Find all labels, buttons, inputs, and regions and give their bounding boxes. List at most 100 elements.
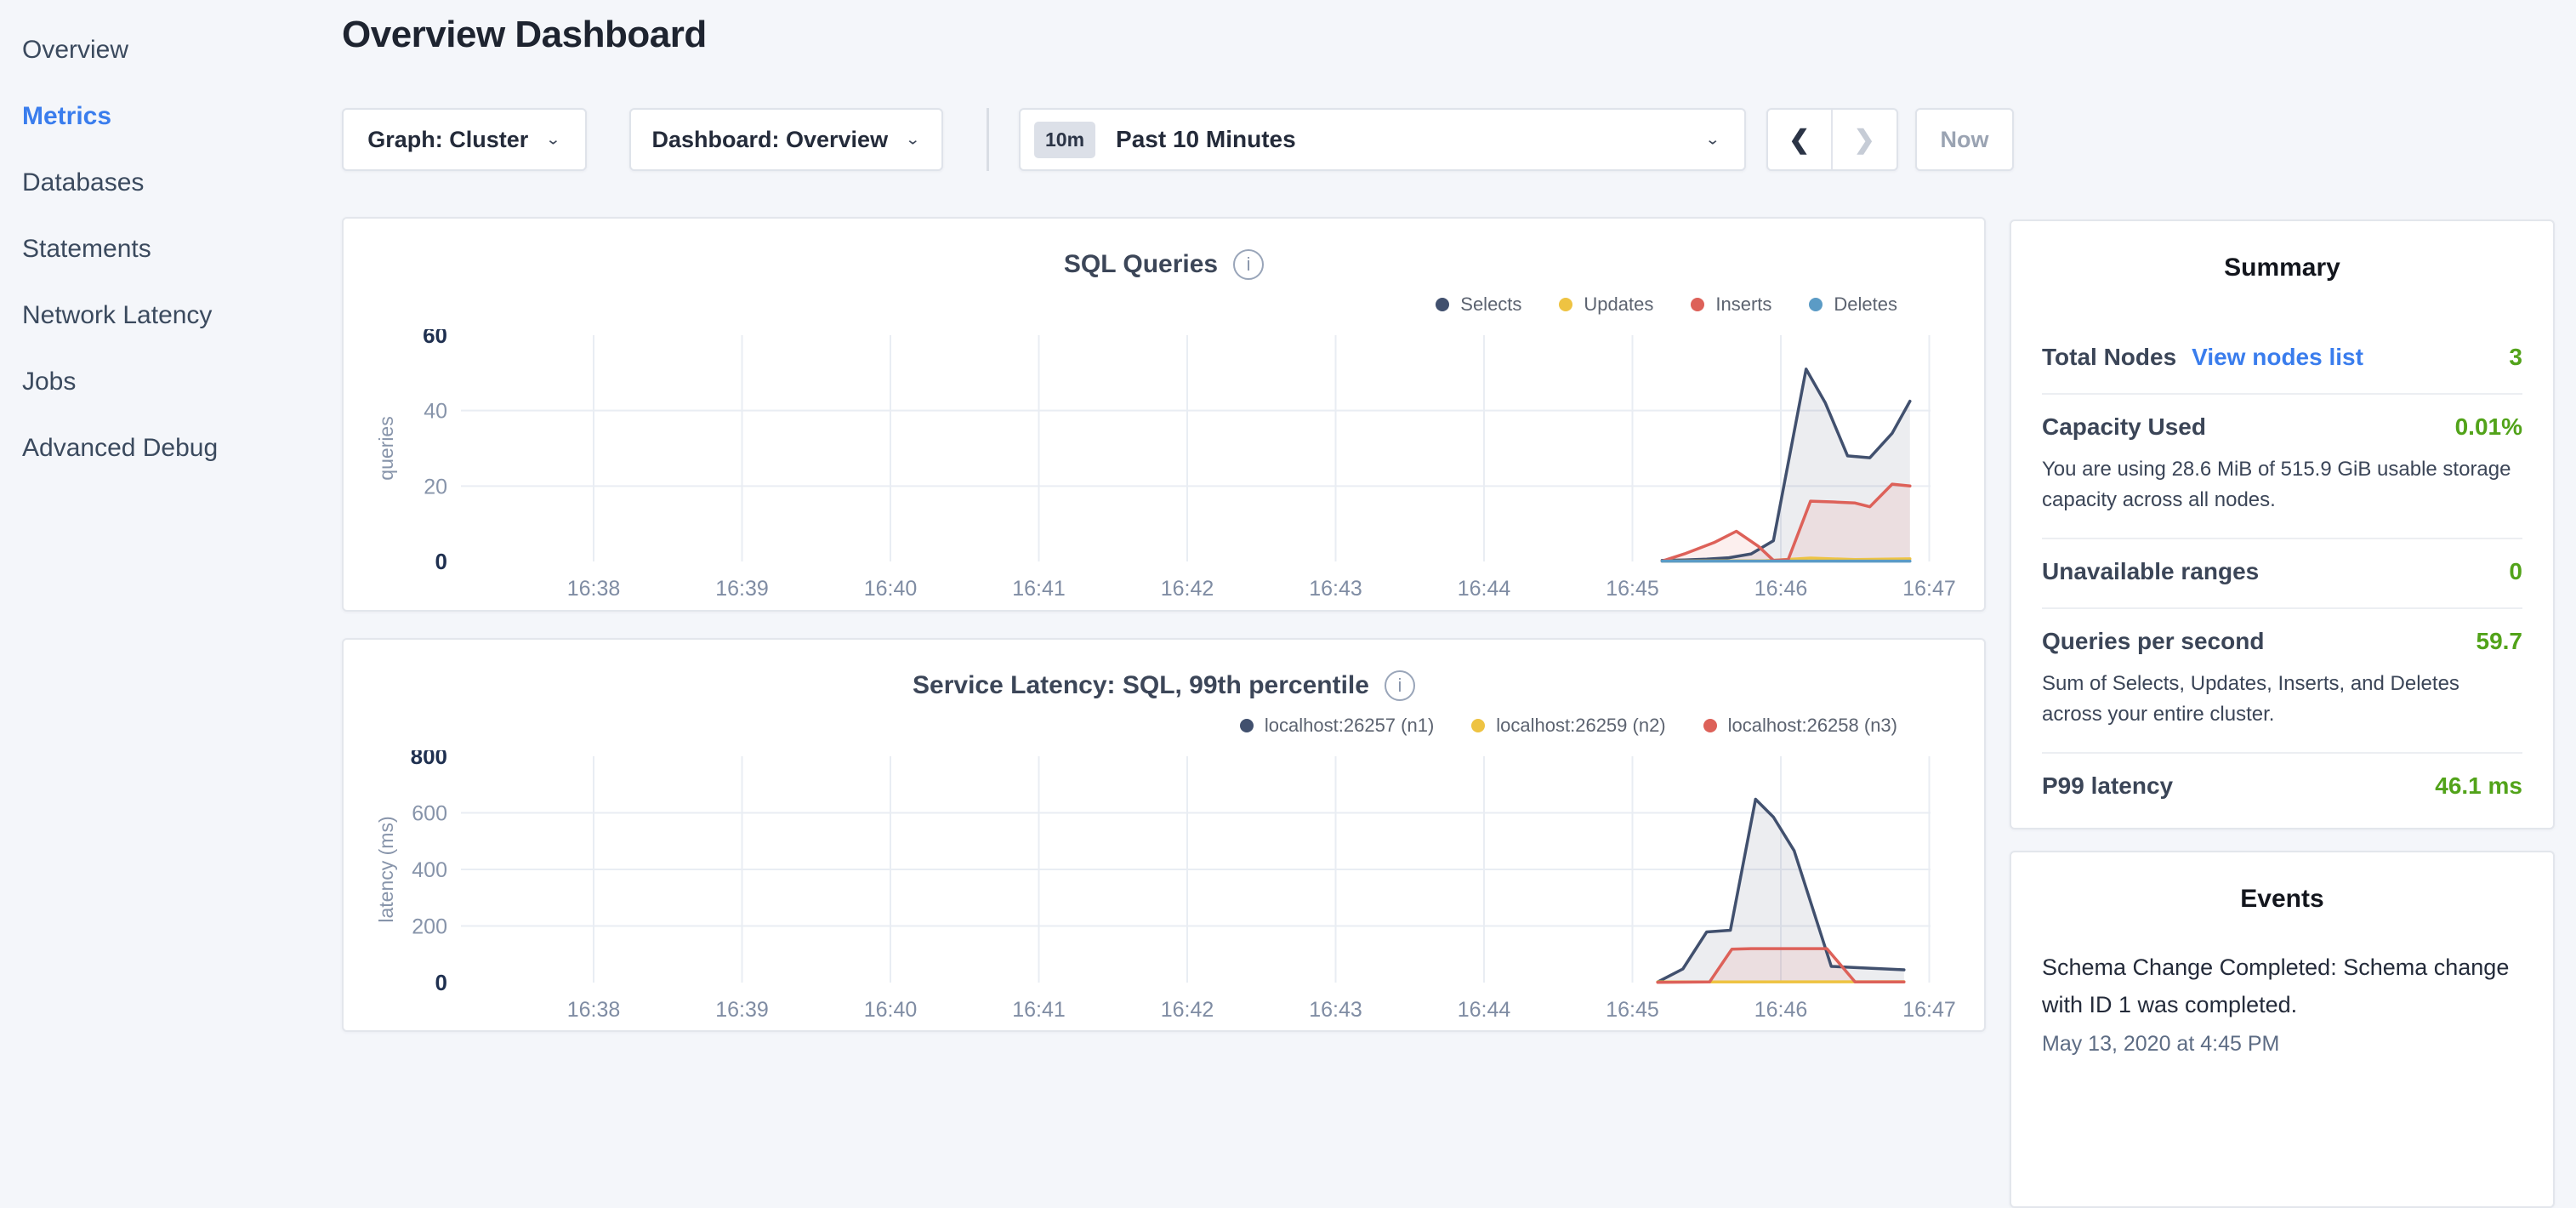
y-axis-tick: 20 [424,475,447,499]
sidebar-item-advanced-debug[interactable]: Advanced Debug [22,415,323,481]
legend-label: localhost:26258 (n3) [1728,715,1897,737]
x-axis-tick: 16:42 [1161,577,1214,601]
summary-row: Queries per second 59.7 Sum of Selects, Up… [2042,609,2522,754]
x-axis-tick: 16:39 [715,998,769,1022]
legend-dot-icon [1559,298,1572,311]
x-axis-tick: 16:45 [1606,577,1659,601]
prev-time-button[interactable]: ❮ [1768,110,1833,169]
summary-row-value: 46.1 ms [2435,772,2522,800]
legend-item[interactable]: localhost:26257 (n1) [1240,715,1434,737]
legend-label: localhost:26259 (n2) [1496,715,1665,737]
legend-item[interactable]: Selects [1436,293,1521,316]
now-button[interactable]: Now [1915,108,2014,171]
chevron-down-icon: ⌄ [545,131,560,149]
x-axis-tick: 16:46 [1754,577,1808,601]
legend-item[interactable]: Updates [1559,293,1653,316]
summary-row-label: Unavailable ranges [2042,558,2259,585]
legend-label: Selects [1460,293,1521,316]
graph-dropdown-label: Graph: Cluster [367,127,528,153]
summary-row: P99 latency 46.1 ms [2042,754,2522,822]
time-range-label: Past 10 Minutes [1116,126,1296,153]
legend-dot-icon [1436,298,1449,311]
view-nodes-list-link[interactable]: View nodes list [2192,344,2363,371]
legend-item[interactable]: localhost:26259 (n2) [1471,715,1665,737]
event-timestamp: May 13, 2020 at 4:45 PM [2042,1032,2522,1057]
event-item[interactable]: Schema Change Completed: Schema change w… [2042,949,2522,1057]
legend-dot-icon [1240,719,1254,732]
y-axis-tick: 800 [411,750,447,769]
legend-dot-icon [1471,719,1485,732]
next-time-button[interactable]: ❯ [1833,110,1897,169]
x-axis-tick: 16:40 [864,998,918,1022]
summary-row: Capacity Used 0.01% You are using 28.6 MiB… [2042,395,2522,539]
chart-title: Service Latency: SQL, 99th percentile [913,671,1369,700]
events-title: Events [2042,885,2522,914]
info-icon[interactable]: i [1233,249,1264,280]
legend-label: Inserts [1715,293,1771,316]
x-axis-tick: 16:47 [1902,998,1956,1022]
summary-row-label: P99 latency [2042,772,2173,800]
sidebar-item-metrics[interactable]: Metrics [22,83,323,150]
x-axis-tick: 16:44 [1458,998,1511,1022]
x-axis-tick: 16:43 [1309,998,1362,1022]
summary-row-label: Capacity Used [2042,413,2206,441]
x-axis-tick: 16:46 [1754,998,1808,1022]
y-axis-tick: 0 [435,549,447,574]
y-axis-tick: 40 [424,400,447,424]
x-axis-tick: 16:43 [1309,577,1362,601]
summary-row: Total Nodes View nodes list 3 [2042,325,2522,395]
summary-row-description: Sum of Selects, Updates, Inserts, and De… [2042,669,2522,730]
chart-legend: Selects Updates Inserts Deletes [1436,293,1897,316]
x-axis-tick: 16:39 [715,577,769,601]
page-title: Overview Dashboard [342,14,707,56]
x-axis-tick: 16:45 [1606,998,1659,1022]
sidebar-item-databases[interactable]: Databases [22,150,323,216]
events-panel: Events Schema Change Completed: Schema c… [2010,851,2555,1208]
legend-dot-icon [1809,298,1823,311]
y-axis-tick: 600 [412,802,447,826]
legend-label: Updates [1584,293,1653,316]
legend-item[interactable]: Deletes [1809,293,1897,316]
time-range-selector[interactable]: 10m Past 10 Minutes ⌄ [1019,108,1746,171]
summary-row-value: 0.01% [2455,413,2522,441]
x-axis-tick: 16:38 [567,998,621,1022]
x-axis-tick: 16:41 [1012,998,1066,1022]
info-icon[interactable]: i [1385,670,1415,701]
legend-label: localhost:26257 (n1) [1265,715,1434,737]
legend-dot-icon [1691,298,1704,311]
summary-row-value: 3 [2509,344,2522,371]
legend-item[interactable]: localhost:26258 (n3) [1703,715,1897,737]
legend-label: Deletes [1834,293,1897,316]
summary-row-label: Queries per second [2042,628,2264,655]
summary-row-description: You are using 28.6 MiB of 515.9 GiB usab… [2042,454,2522,516]
event-text: Schema Change Completed: Schema change w… [2042,949,2522,1023]
controls-divider [987,108,989,171]
sidebar-item-network-latency[interactable]: Network Latency [22,282,323,349]
time-window-badge: 10m [1034,122,1095,158]
dashboard-dropdown-label: Dashboard: Overview [651,127,888,153]
legend-dot-icon [1703,719,1717,732]
summary-title: Summary [2042,254,2522,282]
summary-row-value: 59.7 [2476,628,2523,655]
graph-dropdown[interactable]: Graph: Cluster ⌄ [342,108,587,171]
x-axis-tick: 16:38 [567,577,621,601]
sidebar-item-jobs[interactable]: Jobs [22,349,323,415]
legend-item[interactable]: Inserts [1691,293,1771,316]
sidebar-item-statements[interactable]: Statements [22,216,323,282]
summary-row-value: 0 [2509,558,2522,585]
dashboard-dropdown[interactable]: Dashboard: Overview ⌄ [629,108,943,171]
time-pager: ❮ ❯ [1766,108,1898,171]
x-axis-tick: 16:40 [864,577,918,601]
chevron-down-icon: ⌄ [905,131,920,149]
y-axis-tick: 400 [412,858,447,882]
y-axis-tick: 200 [412,915,447,939]
chart-legend: localhost:26257 (n1) localhost:26259 (n2)… [1240,715,1897,737]
x-axis-tick: 16:47 [1902,577,1956,601]
sidebar-item-overview[interactable]: Overview [22,17,323,83]
service-latency-chart-card: Service Latency: SQL, 99th percentile i … [342,638,1986,1032]
summary-row-label: Total Nodes [2042,344,2176,371]
